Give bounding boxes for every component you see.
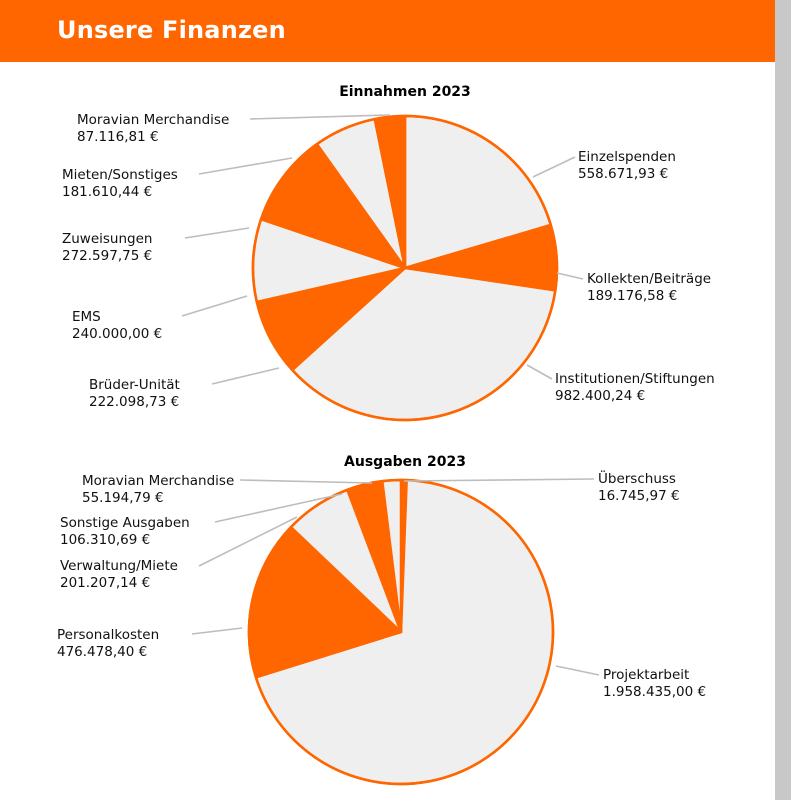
leader-line [181,295,248,317]
slice-label: Kollekten/Beiträge [587,271,711,287]
leader-line [555,665,600,676]
side-strip [775,0,791,800]
slice-value: 272.597,75 € [62,248,152,264]
leader-line [211,367,280,385]
slice-value: 55.194,79 € [82,490,164,506]
slice-value: 982.400,24 € [555,388,645,404]
slice-value: 476.478,40 € [57,644,147,660]
leader-line [214,493,343,523]
page-title: Unsere Finanzen [57,16,286,44]
leader-line [239,479,373,484]
slice-label: Einzelspenden [578,149,676,165]
slice-value: 222.098,73 € [89,394,179,410]
slice-label: Überschuss [598,469,676,487]
slice-label: Personalkosten [57,627,159,643]
slice-value: 16.745,97 € [598,488,680,504]
leader-line [249,114,391,120]
slice-value: 87.116,81 € [77,129,159,145]
slice-label: EMS [72,309,101,325]
pie-outline [251,114,559,422]
page-header: Unsere Finanzen [0,0,775,62]
slice-value: 240.000,00 € [72,326,162,342]
chart-title: Einnahmen 2023 [339,84,471,100]
slice-value: 106.310,69 € [60,532,150,548]
slice-label: Moravian Merchandise [82,473,234,489]
header-divider [0,62,775,65]
slice-label: Moravian Merchandise [77,112,229,128]
leader-line [526,364,553,380]
leader-line [198,516,298,567]
slice-label: Projektarbeit [603,667,689,683]
leader-line [191,627,243,635]
leader-line [403,478,595,482]
slice-value: 181.610,44 € [62,184,152,200]
pie-outline [247,478,555,786]
slice-label: Sonstige Ausgaben [60,515,190,531]
slice-label: Institutionen/Stiftungen [555,371,715,387]
slice-label: Zuweisungen [62,231,152,247]
slice-label: Verwaltung/Miete [60,558,178,574]
leader-line [556,272,584,280]
slice-label: Mieten/Sonstiges [62,167,178,183]
leader-line [532,156,576,178]
leader-line [184,227,250,239]
slice-value: 189.176,58 € [587,288,677,304]
slice-value: 201.207,14 € [60,575,150,591]
leader-line [198,157,293,175]
slice-value: 1.958.435,00 € [603,684,706,700]
slice-label: Brüder-Unität [89,377,180,393]
chart-title: Ausgaben 2023 [344,454,466,470]
slice-value: 558.671,93 € [578,166,668,182]
